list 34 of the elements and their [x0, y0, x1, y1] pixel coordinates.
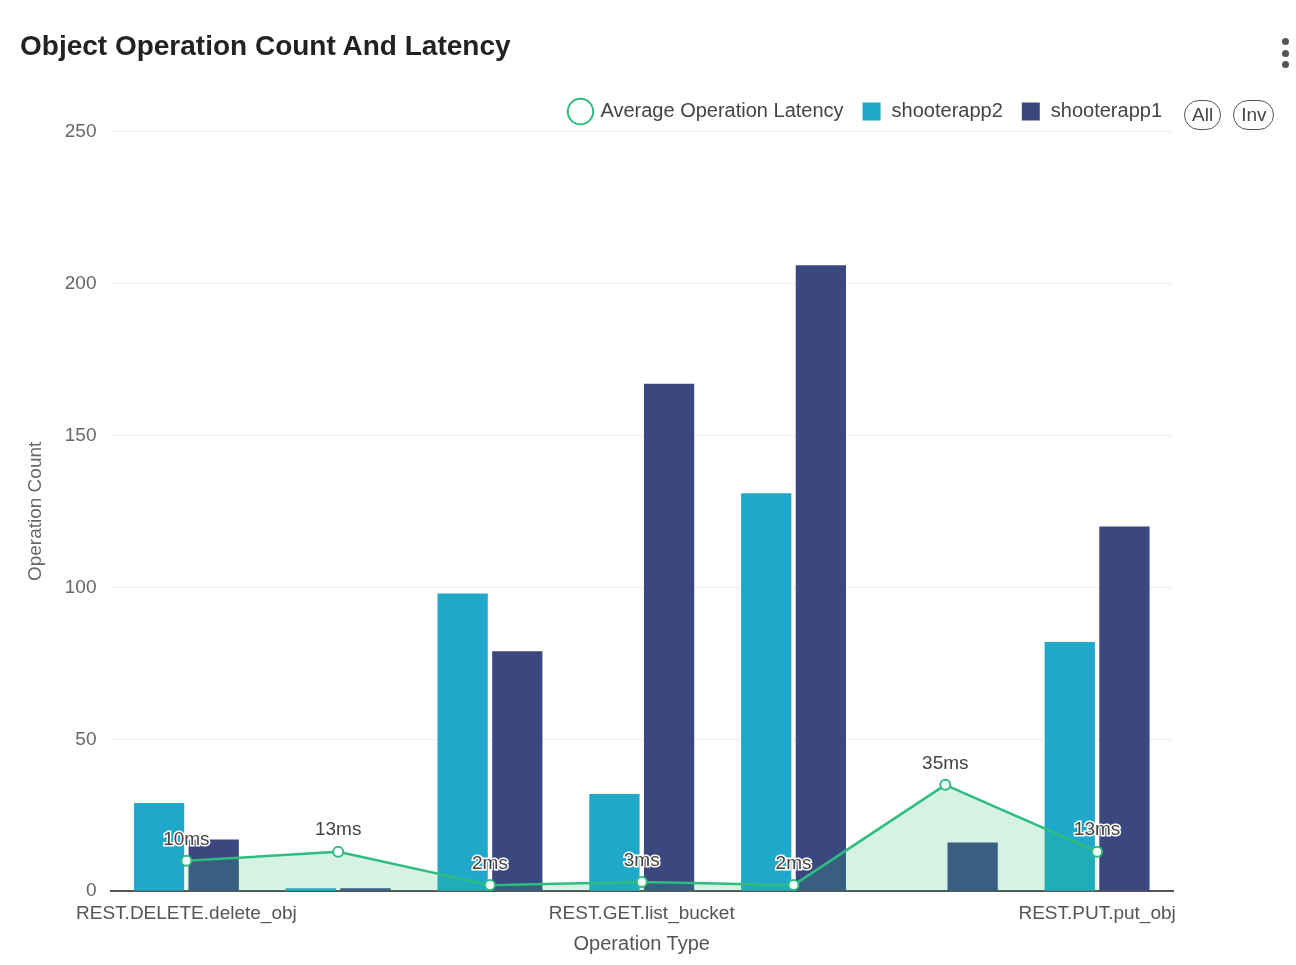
bar	[340, 888, 391, 891]
y-tick-label: 150	[64, 423, 97, 445]
point	[180, 854, 193, 867]
legend-label: shooterapp1	[1050, 99, 1162, 122]
x-tick-label: REST.DELETE.delete_obj	[76, 901, 297, 924]
bar	[285, 888, 336, 891]
chart-title: Object Operation Count And Latency	[20, 29, 511, 61]
point	[483, 879, 496, 892]
x-tick-label: REST.GET.list_bucket	[548, 901, 736, 924]
data-label: 2ms	[472, 851, 508, 873]
x-axis-title: Operation Type	[573, 931, 710, 954]
y-tick-label: 250	[64, 119, 97, 141]
legend-label: Average Operation Latency	[600, 99, 844, 122]
data-label: 35ms	[922, 751, 969, 773]
point	[1091, 845, 1104, 858]
y-axis-title: Operation Count	[23, 440, 45, 582]
point	[787, 879, 800, 892]
data-label: 13ms	[314, 818, 362, 840]
y-tick-label: 0	[85, 879, 97, 901]
data-label: 13ms	[1073, 818, 1121, 840]
legend-label: shooterapp2	[891, 99, 1003, 122]
data-label: 10ms	[163, 827, 210, 849]
bar	[947, 842, 998, 891]
x-tick-label: REST.PUT.put_obj	[1018, 901, 1176, 924]
text: All	[1184, 100, 1222, 130]
y-tick-label: 100	[64, 575, 97, 597]
data-label: 2ms	[775, 851, 812, 873]
y-tick-label: 200	[64, 271, 97, 293]
y-tick-label: 50	[75, 727, 97, 749]
point	[939, 778, 952, 791]
point	[332, 845, 345, 858]
text: Inv	[1233, 100, 1275, 130]
data-label: 3ms	[623, 848, 660, 870]
point	[635, 876, 648, 889]
